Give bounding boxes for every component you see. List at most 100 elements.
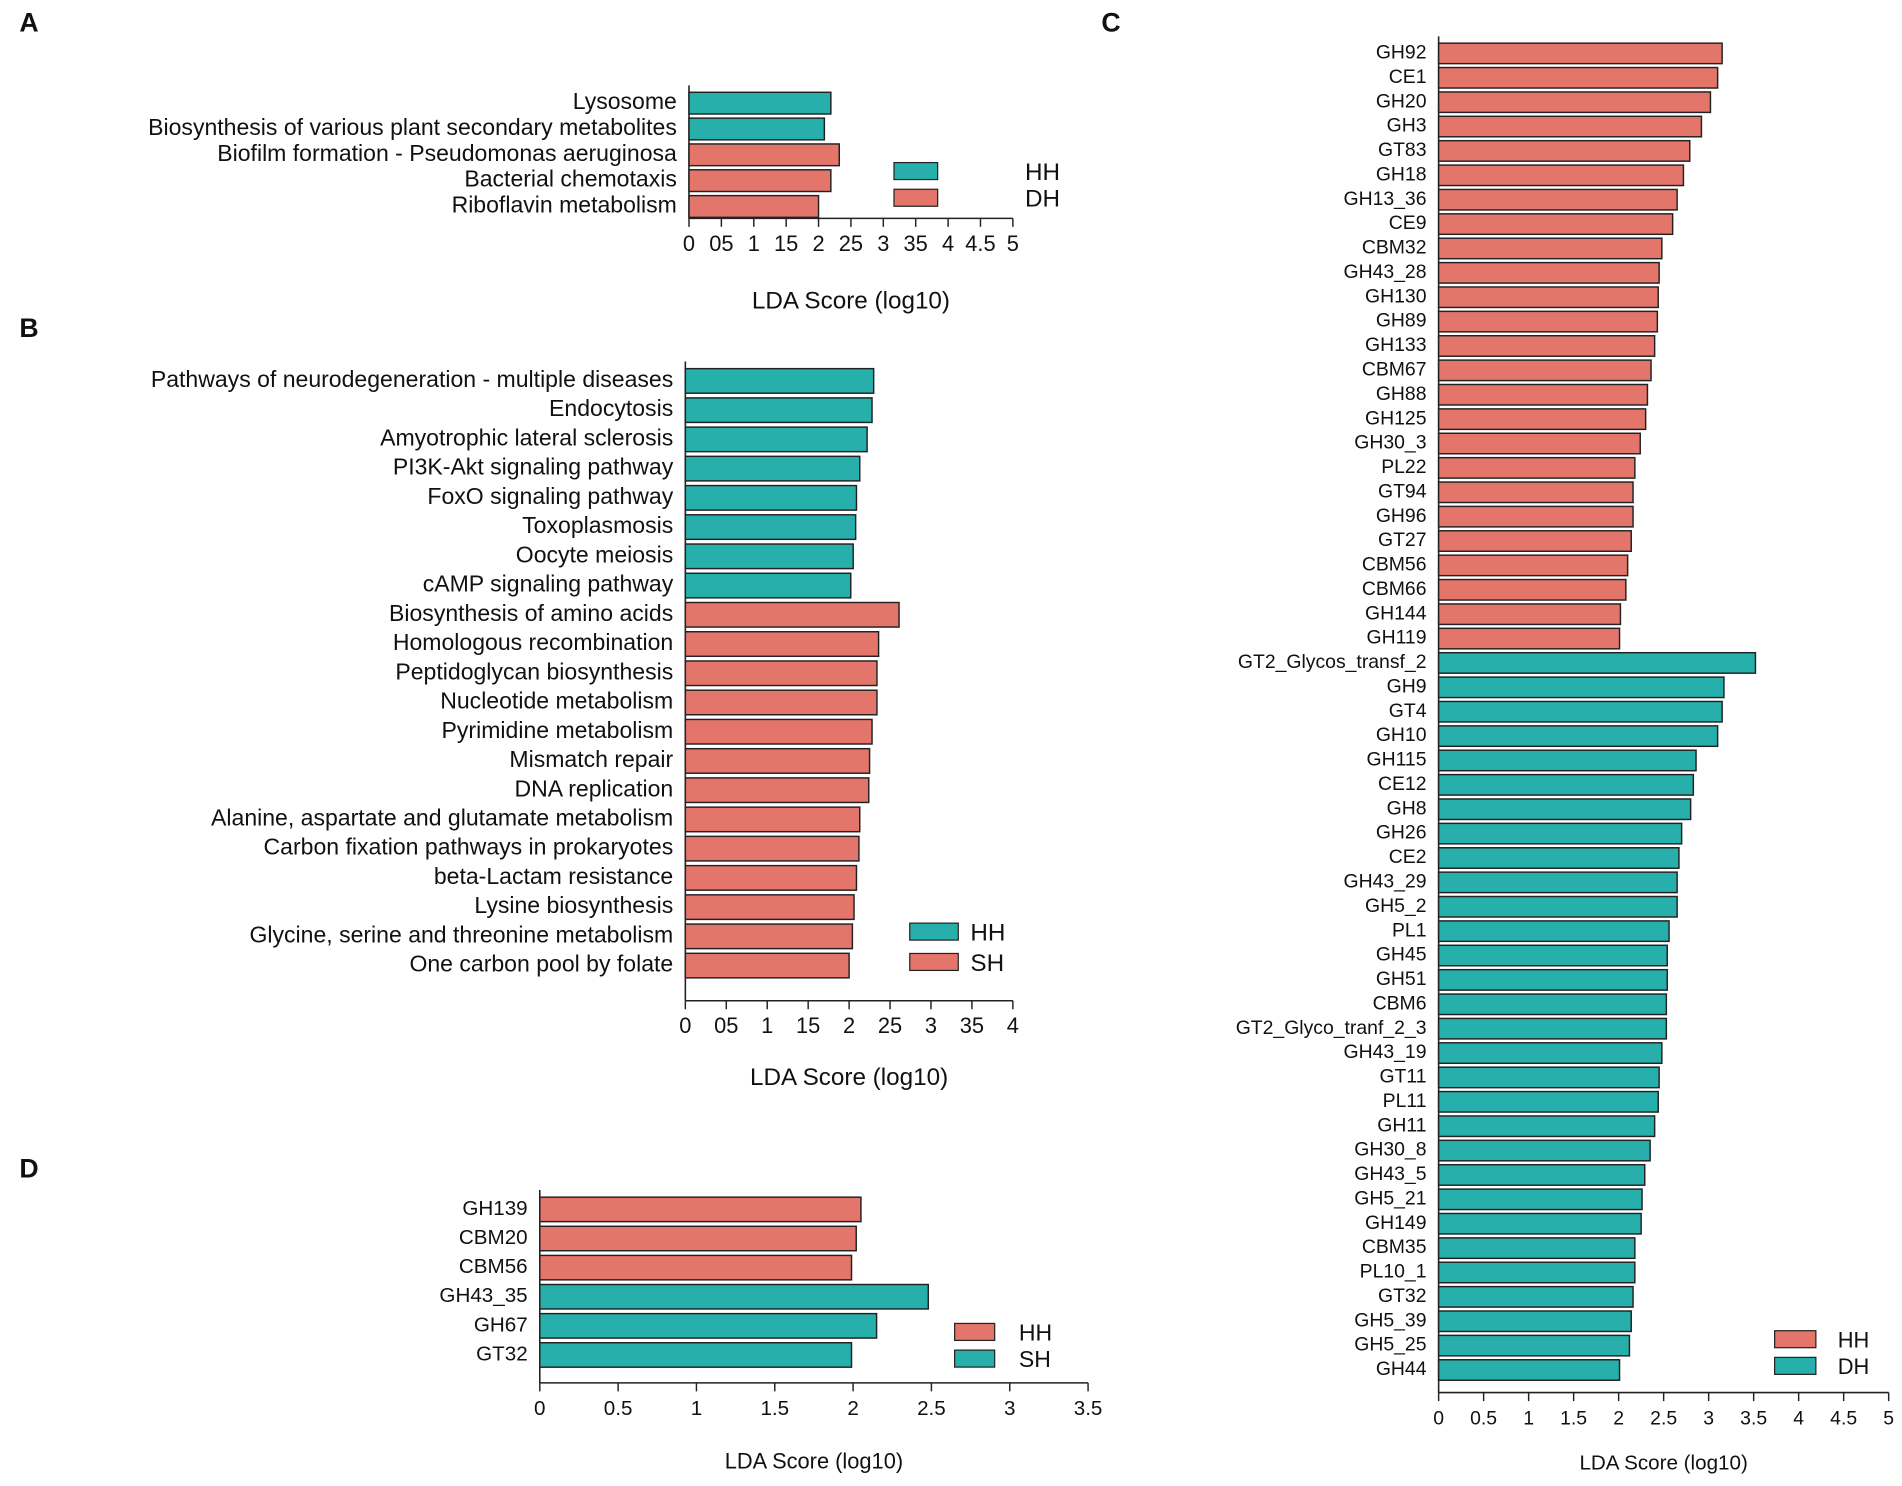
bar <box>1437 651 1757 674</box>
bar <box>1437 481 1634 504</box>
bar <box>1437 408 1647 431</box>
bar <box>1437 1285 1634 1308</box>
category-label: GH88 <box>1376 383 1427 405</box>
category-label: GH43_19 <box>1343 1041 1426 1063</box>
x-tick-label: 3 <box>925 1013 937 1038</box>
bar <box>1437 66 1719 89</box>
category-label: GH115 <box>1367 749 1427 771</box>
legend-swatch <box>954 1349 996 1368</box>
bar <box>1437 188 1678 211</box>
category-label: GH11 <box>1377 1114 1426 1136</box>
legend-label: SH <box>970 950 1004 977</box>
bar <box>684 631 880 658</box>
category-label: FoxO signaling pathway <box>427 483 673 509</box>
category-label: Pyrimidine metabolism <box>442 717 674 743</box>
category-label: Biosynthesis of amino acids <box>389 600 673 626</box>
bar <box>1437 578 1627 601</box>
bar <box>1437 1212 1642 1235</box>
x-tick-label: 35 <box>960 1013 984 1038</box>
legend-swatch <box>909 922 959 941</box>
bar <box>539 1283 930 1310</box>
category-label: GH5_39 <box>1354 1309 1426 1331</box>
legend-swatch <box>1774 1356 1817 1375</box>
bar <box>1437 383 1649 406</box>
bar <box>1437 432 1641 455</box>
bar <box>1437 286 1659 309</box>
bar <box>684 455 861 482</box>
bar <box>1437 505 1634 528</box>
x-tick-label: 1 <box>1523 1407 1534 1429</box>
category-label: PL10_1 <box>1360 1261 1427 1283</box>
bar <box>1437 1042 1663 1065</box>
bar <box>1437 603 1622 626</box>
bar <box>684 806 861 833</box>
bar <box>1437 554 1629 577</box>
bar <box>1437 42 1723 65</box>
category-label: Nucleotide metabolism <box>440 688 673 714</box>
category-label: GT83 <box>1378 139 1427 161</box>
category-label: GH139 <box>462 1197 527 1220</box>
bar <box>688 143 840 167</box>
bar <box>684 747 871 774</box>
bar <box>684 484 858 511</box>
bar <box>539 1342 853 1368</box>
category-label: GH125 <box>1365 407 1426 429</box>
legend-label: DH <box>1025 186 1060 213</box>
category-label: GH133 <box>1365 334 1426 356</box>
category-label: GT27 <box>1378 529 1427 551</box>
category-label: Glycine, serine and threonine metabolism <box>249 921 673 947</box>
category-label: GH43_5 <box>1354 1163 1426 1185</box>
x-axis-label: LDA Score (log10) <box>1579 1452 1747 1475</box>
x-tick-label: 5 <box>1883 1407 1894 1429</box>
category-label: Lysine biosynthesis <box>474 892 673 918</box>
bar <box>539 1254 853 1281</box>
x-tick-label: 2 <box>847 1397 858 1420</box>
bar <box>1437 91 1712 114</box>
bar <box>1437 359 1652 382</box>
bar <box>539 1225 857 1252</box>
bar <box>1437 115 1703 138</box>
category-label: Lysosome <box>573 88 677 114</box>
category-label: CE2 <box>1389 846 1427 868</box>
bar <box>1437 1261 1636 1284</box>
category-label: GH43_35 <box>439 1284 527 1307</box>
bar <box>1437 993 1668 1016</box>
x-tick-label: 4 <box>1007 1013 1019 1038</box>
x-tick-label: 3 <box>1004 1397 1015 1420</box>
category-label: GH10 <box>1376 724 1427 746</box>
bar <box>684 572 852 599</box>
x-tick-label: 15 <box>774 231 798 256</box>
bar <box>688 169 832 193</box>
x-tick-label: 3 <box>877 231 889 256</box>
bar <box>1437 749 1697 772</box>
bar <box>1437 1017 1668 1040</box>
bar <box>1437 213 1674 236</box>
category-label: GH43_28 <box>1343 261 1426 283</box>
x-axis-label: LDA Score (log10) <box>750 1064 948 1091</box>
bar <box>688 91 832 115</box>
x-tick-label: 4 <box>1793 1407 1804 1429</box>
x-tick-label: 2 <box>843 1013 855 1038</box>
x-tick-label: 05 <box>709 231 733 256</box>
category-label: One carbon pool by folate <box>409 951 673 977</box>
category-label: Peptidoglycan biosynthesis <box>395 658 673 684</box>
bar <box>1437 1237 1636 1260</box>
legend-swatch <box>893 161 939 181</box>
panel-label: C <box>1101 7 1120 37</box>
x-tick-label: 4 <box>942 231 954 256</box>
category-label: CBM6 <box>1373 992 1427 1014</box>
panel-label: B <box>19 313 38 343</box>
category-label: Endocytosis <box>549 395 673 421</box>
category-label: GH92 <box>1376 42 1427 64</box>
bar <box>1437 1115 1656 1138</box>
panel-label: D <box>19 1154 38 1184</box>
bar <box>1437 139 1691 162</box>
bar <box>684 514 857 541</box>
bar <box>1437 310 1659 333</box>
bar <box>1437 676 1725 699</box>
category-label: PL1 <box>1392 919 1427 941</box>
bar <box>684 864 858 891</box>
category-label: CBM35 <box>1362 1236 1427 1258</box>
category-label: GH67 <box>474 1313 528 1336</box>
x-tick-label: 2 <box>812 231 824 256</box>
